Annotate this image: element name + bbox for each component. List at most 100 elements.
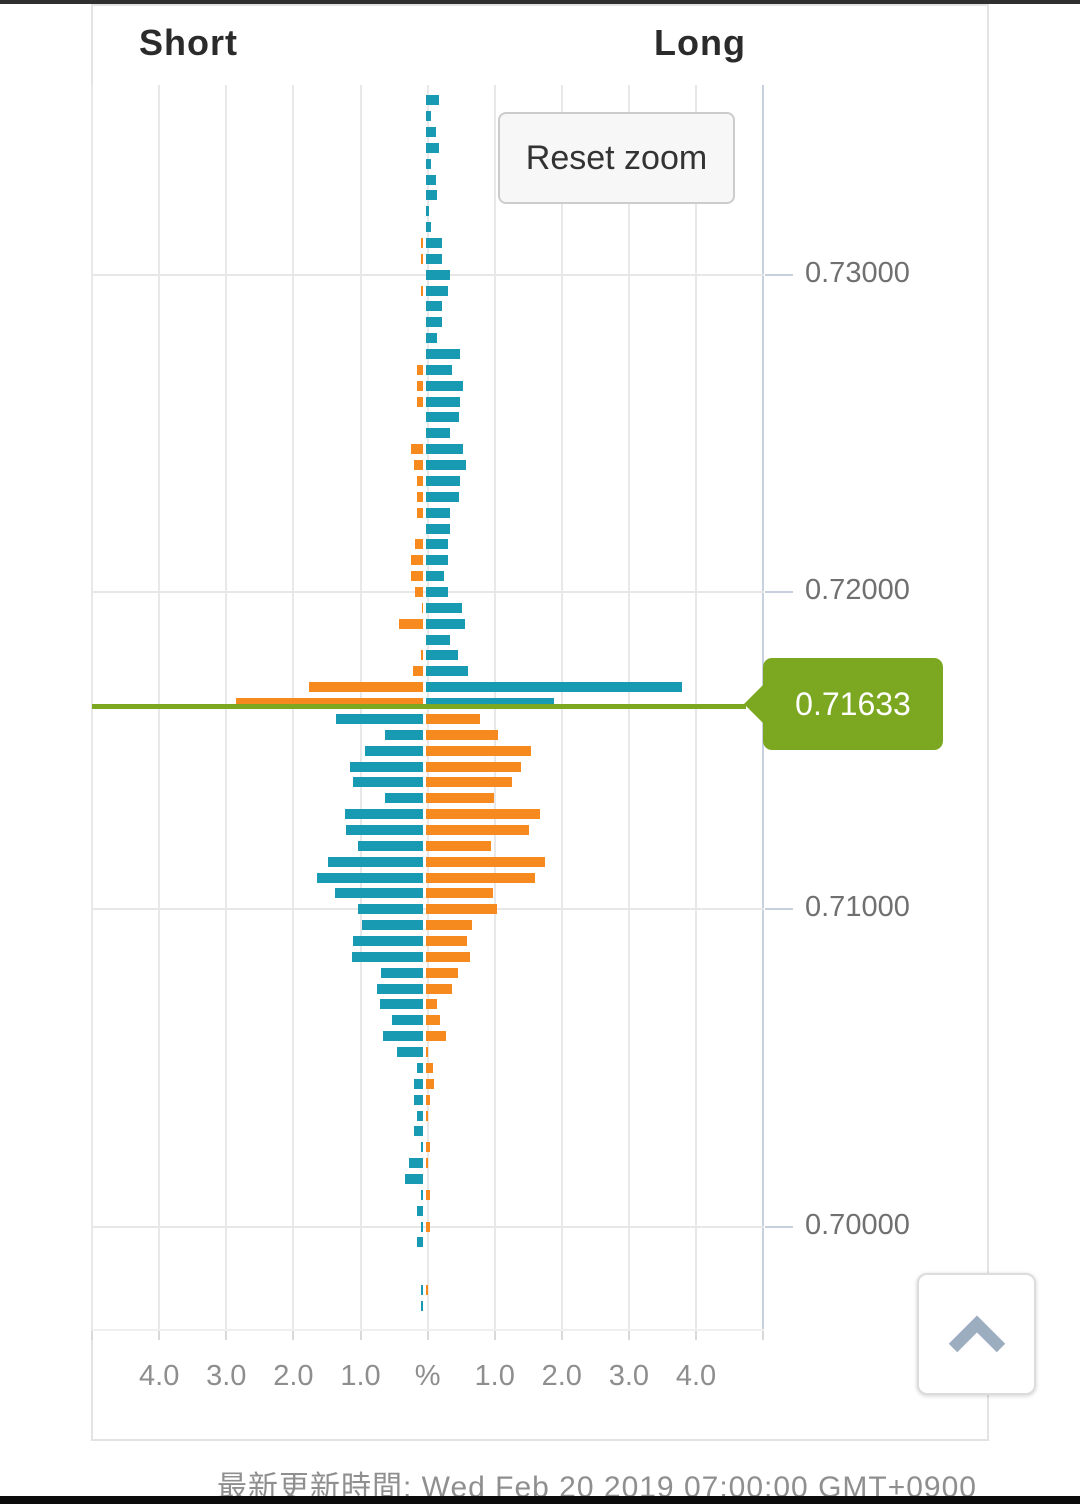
y-axis-tick [765, 1225, 793, 1228]
short-bar [235, 698, 424, 709]
x-axis-tick [225, 1330, 228, 1340]
x-axis-tick [762, 1330, 765, 1340]
x-axis-tick [91, 1330, 94, 1340]
y-axis-label: 0.70000 [805, 1208, 910, 1241]
reset-zoom-button[interactable]: Reset zoom [498, 112, 735, 204]
short-bar [417, 1062, 424, 1073]
short-bar [416, 396, 424, 407]
long-bar [425, 1221, 430, 1232]
long-bar [425, 872, 535, 883]
long-bar [425, 698, 555, 709]
short-bar [336, 713, 424, 724]
long-bar [425, 222, 431, 233]
x-axis-label: 3.0 [206, 1360, 247, 1392]
x-axis-tick [560, 1330, 563, 1340]
short-bar [316, 872, 424, 883]
long-bar [425, 1142, 430, 1153]
long-bar [425, 460, 467, 471]
short-bar [422, 602, 424, 613]
long-bar [425, 95, 439, 106]
long-bar [425, 888, 494, 899]
long-bar [425, 491, 460, 502]
long-bar [425, 555, 448, 566]
long-bar [425, 793, 494, 804]
x-axis-tick [158, 1330, 161, 1340]
long-bar [425, 729, 498, 740]
long-bar [425, 364, 452, 375]
y-axis-tick [765, 591, 793, 593]
long-bar [425, 634, 451, 645]
short-bar [328, 856, 424, 867]
long-bar [425, 317, 442, 328]
short-bar [421, 1300, 424, 1311]
long-bar [425, 682, 683, 693]
long-bar [425, 856, 545, 867]
short-bar [353, 777, 424, 788]
long-bar [425, 920, 473, 931]
long-bar [425, 1189, 430, 1200]
long-bar [425, 174, 436, 185]
callout-arrow-icon [744, 684, 764, 724]
short-bar [309, 682, 424, 693]
long-bar [425, 190, 437, 201]
long-bar [425, 840, 491, 851]
x-axis-line [92, 1329, 764, 1331]
short-bar [420, 1142, 424, 1153]
short-bar [334, 888, 424, 899]
x-axis-tick [292, 1330, 295, 1340]
short-bar [414, 1078, 424, 1089]
short-bar [391, 1015, 424, 1026]
short-bar [365, 745, 424, 756]
short-bar [416, 475, 424, 486]
x-axis-label: 1.0 [474, 1360, 515, 1392]
current-price-line [92, 704, 746, 709]
long-bar [425, 1158, 428, 1169]
long-bar [425, 1015, 440, 1026]
short-bar [414, 460, 424, 471]
short-bar [415, 587, 424, 597]
y-axis-tick [765, 908, 793, 911]
short-bar [362, 920, 424, 931]
short-bar [411, 571, 424, 582]
long-bar [425, 951, 470, 962]
short-bar [410, 555, 424, 566]
long-bar [425, 126, 436, 137]
short-bar [420, 237, 424, 248]
long-bar [425, 967, 459, 978]
long-bar [425, 333, 437, 344]
short-bar [353, 936, 424, 947]
short-series-label: Short [139, 22, 238, 63]
x-axis-label: 2.0 [273, 1360, 314, 1392]
long-bar [425, 983, 453, 994]
long-bar [425, 809, 540, 820]
short-bar [385, 793, 424, 804]
short-bar [420, 650, 424, 661]
long-bar [425, 1094, 430, 1105]
x-axis-tick [426, 1330, 429, 1340]
short-bar [405, 1174, 424, 1184]
x-axis-tick [359, 1330, 362, 1340]
long-bar [425, 1078, 434, 1089]
long-bar [425, 999, 437, 1010]
short-bar [385, 729, 424, 740]
x-axis-tick [627, 1330, 630, 1340]
long-bar [425, 237, 443, 248]
long-bar [425, 349, 461, 360]
short-bar [416, 507, 424, 518]
long-bar [425, 539, 448, 550]
x-axis-tick [493, 1330, 496, 1340]
long-series-label: Long [654, 22, 746, 63]
short-bar [420, 253, 424, 264]
short-bar [410, 444, 424, 455]
x-axis-label: 2.0 [541, 1360, 582, 1392]
scroll-top-button[interactable] [917, 1273, 1036, 1395]
short-bar [416, 1237, 424, 1248]
long-bar [425, 523, 451, 534]
long-bar [425, 380, 464, 391]
x-axis-label: 3.0 [608, 1360, 650, 1392]
long-bar [425, 904, 497, 915]
x-axis-label: 4.0 [139, 1360, 180, 1392]
long-bar [425, 396, 461, 407]
long-bar [425, 761, 522, 772]
long-bar [425, 301, 442, 312]
